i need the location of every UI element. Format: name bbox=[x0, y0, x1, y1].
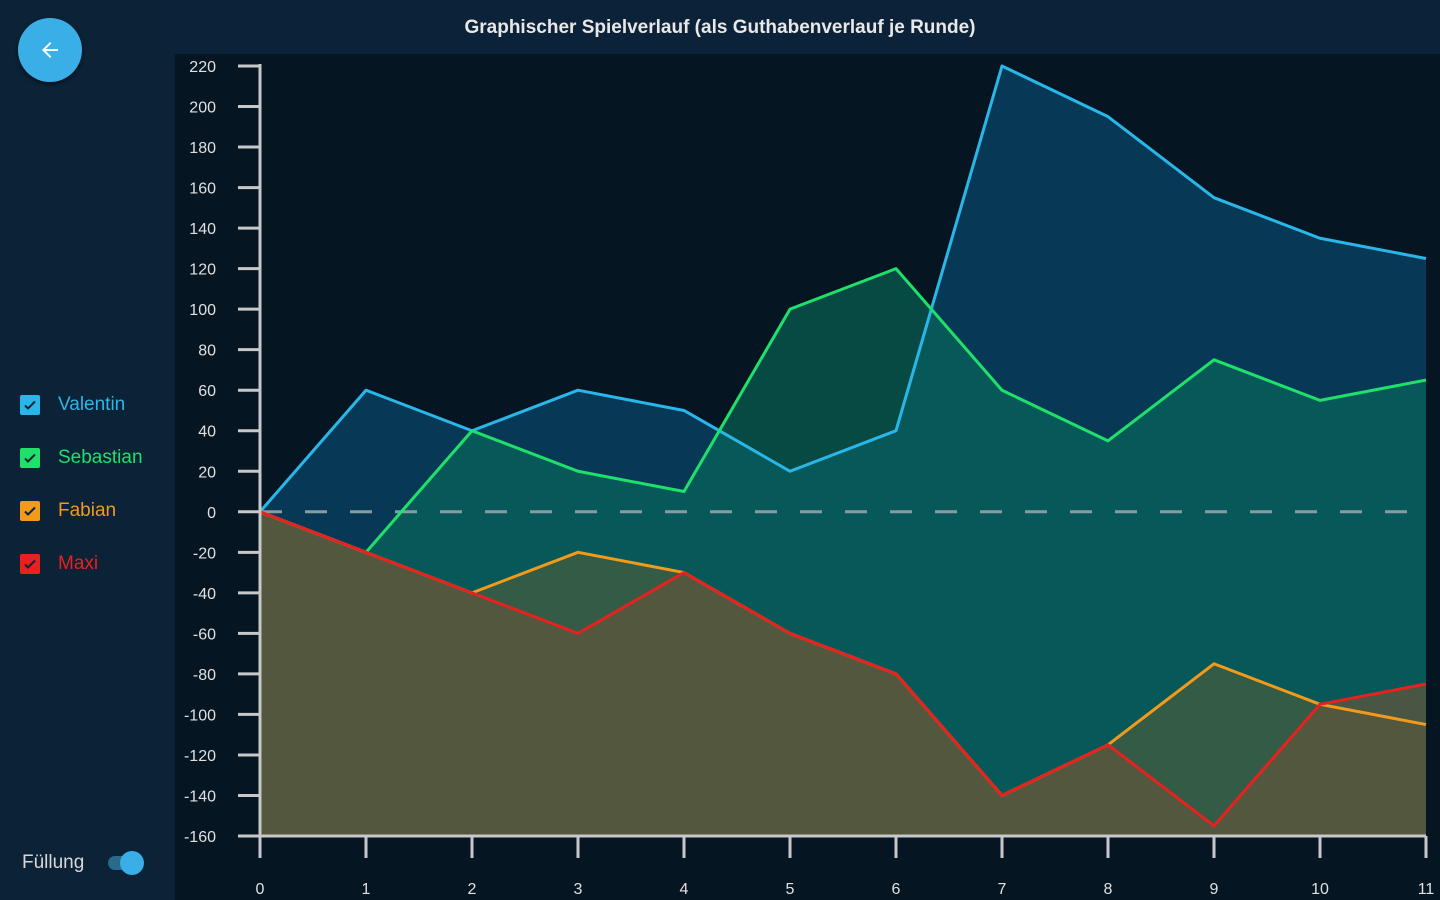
y-tick-label: 20 bbox=[198, 464, 216, 481]
x-tick-label: 5 bbox=[786, 881, 795, 898]
line-sebastian bbox=[259, 267, 1427, 554]
y-tick-label: 0 bbox=[207, 505, 216, 522]
legend-checkbox[interactable] bbox=[20, 394, 40, 415]
y-tick-label: 220 bbox=[189, 59, 216, 76]
checkmark-icon bbox=[24, 506, 36, 516]
x-tick-label: 6 bbox=[892, 881, 901, 898]
x-tick-label: 9 bbox=[1210, 881, 1219, 898]
x-tick-label: 8 bbox=[1104, 881, 1113, 898]
x-tick-label: 7 bbox=[998, 881, 1007, 898]
y-tick-label: -100 bbox=[184, 707, 216, 724]
legend-checkbox[interactable] bbox=[20, 500, 40, 521]
fill-toggle[interactable] bbox=[108, 850, 146, 876]
x-tick-label: 10 bbox=[1311, 881, 1329, 898]
x-tick-label: 3 bbox=[574, 881, 583, 898]
legend-checkbox[interactable] bbox=[20, 447, 40, 468]
checkmark-icon bbox=[24, 453, 36, 463]
y-tick-label: 200 bbox=[189, 100, 216, 117]
y-tick-label: -160 bbox=[184, 829, 216, 846]
back-button[interactable] bbox=[18, 18, 82, 82]
y-tick-label: 180 bbox=[189, 140, 216, 157]
y-tick-label: 60 bbox=[198, 383, 216, 400]
legend-item-valentin[interactable]: Valentin bbox=[20, 378, 143, 431]
y-tick-label: 160 bbox=[189, 181, 216, 198]
chart-title: Graphischer Spielverlauf (als Guthabenve… bbox=[464, 17, 976, 38]
y-tick-label: -120 bbox=[184, 748, 216, 765]
legend: Valentin Sebastian Fabian Maxi bbox=[20, 378, 143, 590]
y-tick-label: -140 bbox=[184, 788, 216, 805]
line-maxi bbox=[259, 510, 1427, 828]
y-tick-label: -80 bbox=[193, 667, 216, 684]
toggle-thumb[interactable] bbox=[120, 851, 145, 875]
legend-item-fabian[interactable]: Fabian bbox=[20, 484, 143, 537]
y-tick-label: 80 bbox=[198, 343, 216, 360]
y-tick-label: 100 bbox=[189, 302, 216, 319]
y-tick-label: 120 bbox=[189, 262, 216, 279]
fill-toggle-row: Füllung bbox=[22, 850, 146, 876]
fill-toggle-label: Füllung bbox=[22, 852, 85, 873]
x-tick-label: 2 bbox=[468, 881, 477, 898]
x-tick-label: 1 bbox=[362, 881, 371, 898]
legend-checkbox[interactable] bbox=[20, 553, 40, 574]
x-tick-label: 4 bbox=[680, 881, 689, 898]
legend-item-maxi[interactable]: Maxi bbox=[20, 537, 143, 590]
area-maxi bbox=[260, 511, 1426, 836]
legend-item-sebastian[interactable]: Sebastian bbox=[20, 431, 143, 484]
x-tick-label: 11 bbox=[1418, 881, 1435, 898]
legend-label: Maxi bbox=[58, 552, 99, 574]
y-tick-label: -20 bbox=[193, 545, 216, 562]
y-tick-label: 40 bbox=[198, 424, 216, 441]
arrow-left-icon bbox=[42, 42, 58, 58]
line-valentin bbox=[258, 64, 1427, 513]
legend-label: Valentin bbox=[58, 393, 126, 415]
legend-label: Sebastian bbox=[58, 446, 143, 468]
y-tick-label: -40 bbox=[193, 586, 216, 603]
checkmark-icon bbox=[24, 400, 36, 410]
x-tick-label: 0 bbox=[256, 881, 265, 898]
y-tick-label: 140 bbox=[189, 221, 216, 238]
y-tick-label: -60 bbox=[193, 626, 216, 643]
checkmark-icon bbox=[24, 559, 36, 569]
legend-label: Fabian bbox=[58, 499, 117, 521]
